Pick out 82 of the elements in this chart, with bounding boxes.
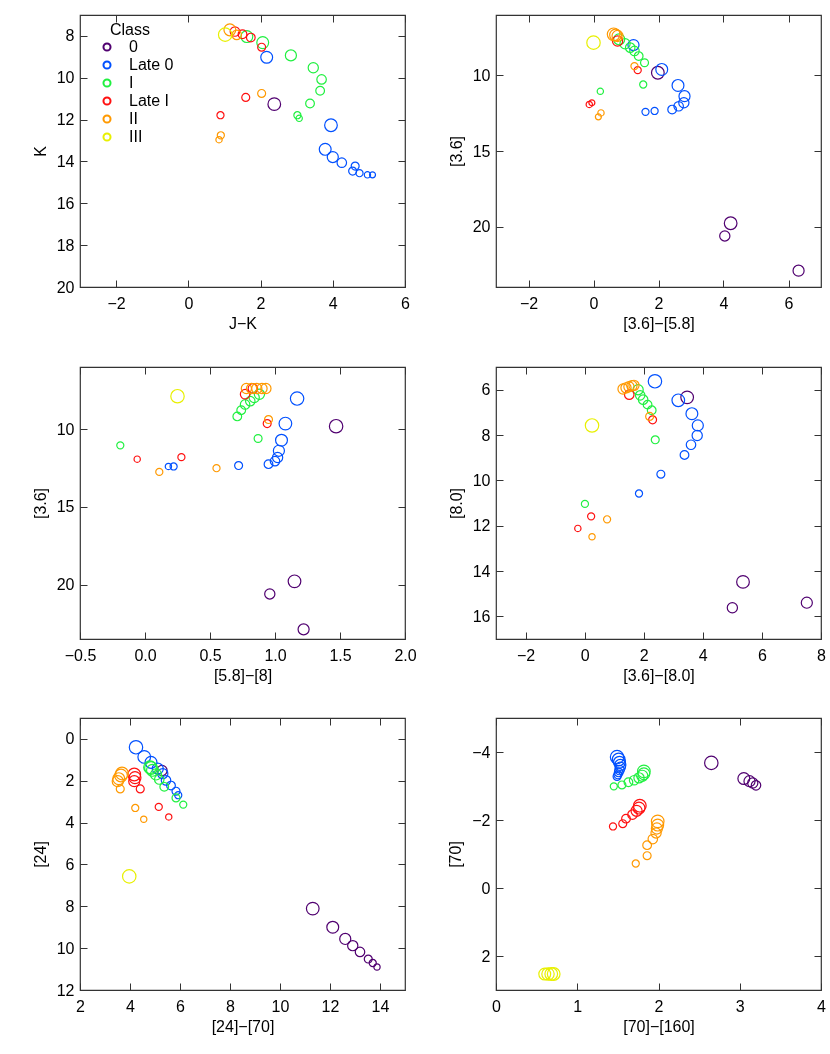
x-axis-title: [70]−[160] <box>622 1017 695 1035</box>
x-axis-title: [3.6]−[5.8] <box>622 314 695 332</box>
x-tick-label: −2 <box>516 646 535 663</box>
y-axis-title: [24] <box>31 841 49 868</box>
x-tick-label: −2 <box>107 294 126 312</box>
y-tick-label: 14 <box>472 562 491 579</box>
x-axis-title: J−K <box>228 314 258 332</box>
y-tick-label: 10 <box>472 471 491 489</box>
y-tick-label: 15 <box>472 142 491 160</box>
x-tick-label: 0 <box>580 646 590 663</box>
x-tick-label: 4 <box>816 997 826 1015</box>
x-tick-label: 10 <box>271 997 290 1015</box>
y-tick-label: −4 <box>471 743 491 761</box>
x-tick-label: 0.0 <box>134 646 157 663</box>
y-tick-label: 10 <box>56 939 75 957</box>
x-tick-label: 1 <box>572 997 582 1015</box>
x-tick-label: 2 <box>256 294 266 312</box>
y-tick-label: 6 <box>65 855 75 873</box>
y-tick-label: 14 <box>56 152 75 170</box>
y-axis-title: K <box>31 145 49 157</box>
y-tick-label: −2 <box>471 811 491 829</box>
x-tick-label: 6 <box>784 294 794 312</box>
y-axis-title: [3.6] <box>31 487 49 519</box>
x-tick-label: 4 <box>719 294 729 312</box>
x-tick-label: 4 <box>126 997 136 1015</box>
x-tick-label: 3 <box>735 997 745 1015</box>
y-tick-label: 12 <box>56 981 75 999</box>
x-tick-label: −2 <box>519 294 538 312</box>
x-tick-label: 2 <box>654 997 664 1015</box>
x-tick-label: 6 <box>176 997 186 1015</box>
y-tick-label: 15 <box>56 497 75 515</box>
legend-label: I <box>129 74 134 91</box>
y-axis-title: [70] <box>446 841 464 868</box>
x-tick-label: 6 <box>401 294 411 312</box>
x-tick-label: 6 <box>757 646 767 663</box>
y-tick-label: 8 <box>481 426 491 443</box>
y-tick-label: 20 <box>56 278 75 296</box>
y-tick-label: 2 <box>65 772 75 790</box>
y-tick-label: 12 <box>472 516 491 534</box>
x-tick-label: 12 <box>321 997 340 1015</box>
x-tick-label: 8 <box>226 997 236 1015</box>
x-tick-label: 4 <box>698 646 708 663</box>
x-tick-label: 0.5 <box>199 646 222 663</box>
y-tick-label: 6 <box>481 380 491 398</box>
x-tick-label: 0 <box>589 294 599 312</box>
y-tick-label: 12 <box>56 111 75 129</box>
x-tick-label: 2 <box>639 646 649 663</box>
legend-label: 0 <box>129 38 138 55</box>
y-tick-label: 4 <box>65 814 75 832</box>
x-tick-label: −0.5 <box>64 646 97 663</box>
y-tick-label: 0 <box>65 730 75 748</box>
y-tick-label: 8 <box>65 27 75 45</box>
legend-title: Class <box>109 21 151 38</box>
y-tick-label: 20 <box>56 575 75 593</box>
y-tick-label: 10 <box>472 66 491 84</box>
y-tick-label: 8 <box>65 897 75 915</box>
y-tick-label: 0 <box>481 879 491 897</box>
legend-label: II <box>129 110 138 127</box>
legend-label: III <box>129 128 143 145</box>
y-axis-title: [8.0] <box>447 487 465 519</box>
legend-label: Late I <box>129 92 170 109</box>
x-tick-label: 1.0 <box>264 646 287 663</box>
y-axis-title: [3.6] <box>447 135 465 168</box>
x-tick-label: 2.0 <box>394 646 417 663</box>
y-tick-label: 2 <box>481 947 491 965</box>
x-tick-label: 0 <box>184 294 194 312</box>
x-tick-label: 14 <box>371 997 390 1015</box>
x-tick-label: 4 <box>328 294 338 312</box>
y-tick-label: 20 <box>472 218 491 236</box>
x-tick-label: 2 <box>76 997 86 1015</box>
y-tick-label: 16 <box>56 194 75 212</box>
x-tick-label: 1.5 <box>329 646 352 663</box>
y-tick-label: 18 <box>56 236 75 254</box>
x-tick-label: 8 <box>816 646 826 663</box>
x-axis-title: [5.8]−[8] <box>213 666 273 683</box>
y-tick-label: 10 <box>56 420 75 438</box>
y-tick-label: 10 <box>56 69 75 87</box>
x-tick-label: 2 <box>654 294 664 312</box>
y-tick-label: 16 <box>472 607 491 625</box>
x-axis-title: [24]−[70] <box>211 1017 275 1035</box>
legend-label: Late 0 <box>129 56 174 73</box>
x-axis-title: [3.6]−[8.0] <box>622 666 695 683</box>
